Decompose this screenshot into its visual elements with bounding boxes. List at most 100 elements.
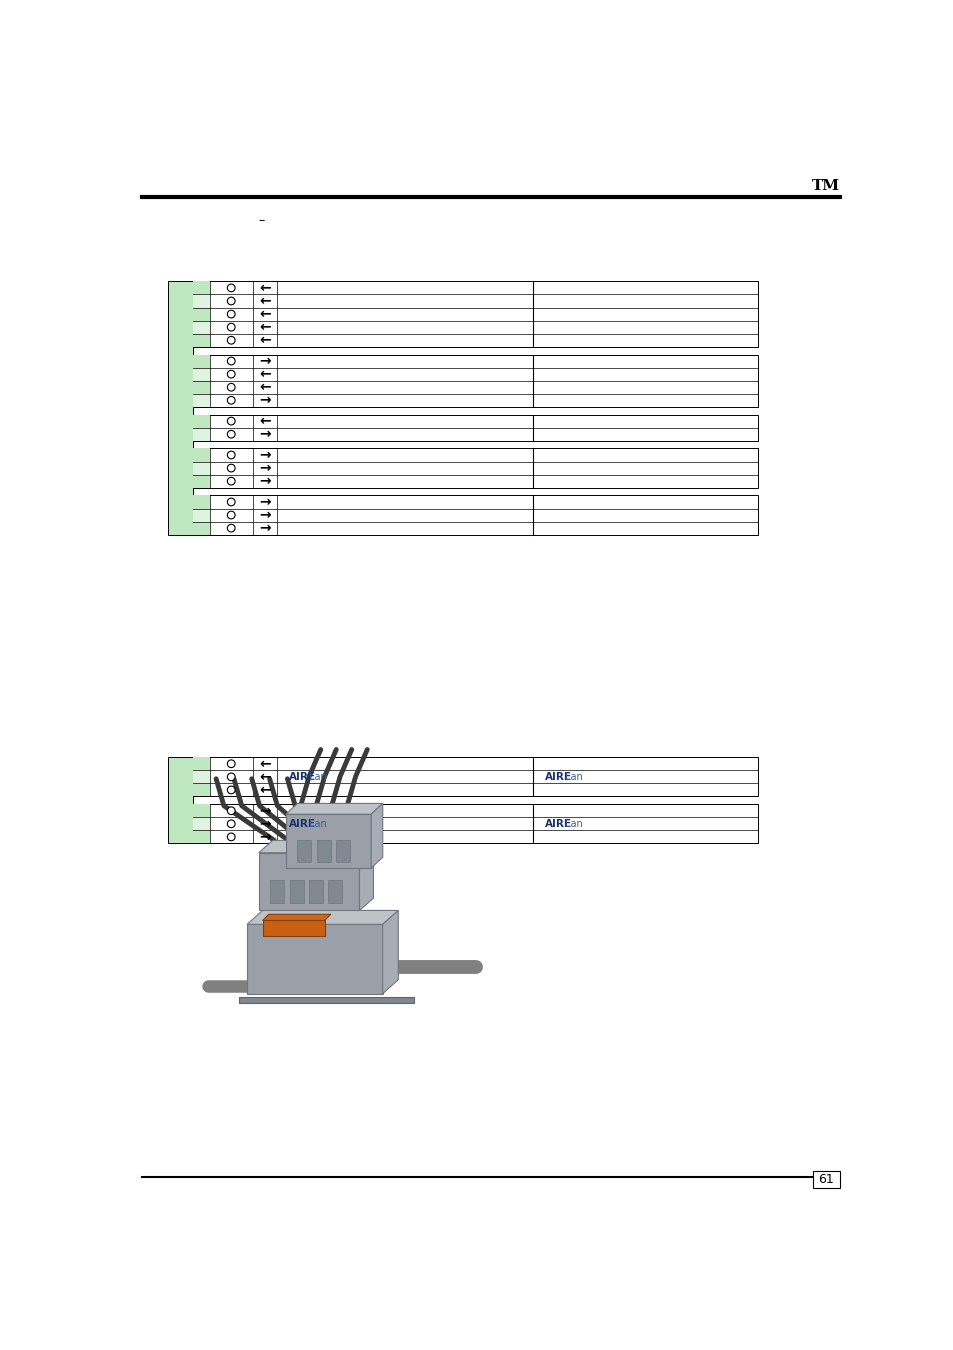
Polygon shape [247, 910, 397, 925]
Circle shape [227, 774, 234, 780]
Bar [297, 840, 311, 861]
Bar [193, 367, 210, 381]
Circle shape [227, 417, 234, 425]
Bar [193, 355, 210, 367]
Circle shape [227, 833, 234, 841]
Bar [193, 414, 210, 428]
Circle shape [227, 819, 234, 828]
Text: 61: 61 [818, 1173, 833, 1185]
Bar [193, 495, 757, 535]
Bar [168, 757, 193, 844]
Text: →: → [259, 495, 271, 509]
Polygon shape [382, 910, 397, 994]
Text: AIRE: AIRE [544, 819, 571, 829]
Bar [193, 817, 210, 830]
Text: ←: ← [259, 306, 271, 321]
Text: →: → [259, 448, 271, 462]
Bar [193, 509, 210, 521]
Bar [193, 448, 757, 487]
Text: AIRE: AIRE [289, 819, 315, 829]
Bar [193, 495, 210, 509]
Text: →: → [259, 521, 271, 535]
Circle shape [227, 323, 234, 331]
Text: AIRE: AIRE [289, 772, 315, 782]
Text: ←: ← [259, 320, 271, 335]
Polygon shape [258, 853, 359, 910]
Text: ←: ← [259, 381, 271, 394]
Text: ←: ← [259, 294, 271, 308]
Text: Lan: Lan [309, 819, 327, 829]
Text: →: → [259, 830, 271, 844]
Bar [193, 805, 210, 817]
Bar [193, 381, 210, 394]
Bar [270, 880, 284, 903]
Circle shape [227, 760, 234, 768]
Text: ←: ← [259, 414, 271, 428]
Text: ←: ← [259, 783, 271, 796]
Bar [193, 475, 210, 487]
Text: ←: ← [259, 757, 271, 771]
Bar [193, 757, 757, 796]
Bar [193, 355, 757, 406]
Polygon shape [286, 814, 371, 868]
Bar [168, 281, 193, 535]
Bar [193, 521, 210, 535]
Text: Lan: Lan [564, 819, 582, 829]
Bar [316, 840, 331, 861]
Polygon shape [247, 925, 382, 994]
Bar [309, 880, 323, 903]
Circle shape [227, 431, 234, 437]
Text: →: → [259, 474, 271, 489]
Circle shape [227, 464, 234, 472]
Circle shape [227, 336, 234, 344]
Bar [193, 462, 210, 475]
Text: ←: ← [259, 769, 271, 784]
Bar [193, 308, 210, 320]
Circle shape [227, 478, 234, 485]
Bar [193, 448, 210, 462]
Bar [193, 428, 210, 440]
Polygon shape [359, 840, 373, 910]
Bar [193, 414, 757, 440]
Text: ←: ← [259, 333, 271, 347]
Circle shape [227, 358, 234, 364]
Text: →: → [259, 354, 271, 369]
Text: ←: ← [259, 367, 271, 381]
Bar [193, 830, 210, 844]
Text: Lan: Lan [564, 772, 582, 782]
Bar [335, 840, 350, 861]
Circle shape [227, 524, 234, 532]
Polygon shape [371, 803, 382, 868]
Polygon shape [286, 803, 382, 814]
Bar [193, 805, 757, 844]
Circle shape [227, 498, 234, 506]
Circle shape [227, 512, 234, 518]
Circle shape [227, 451, 234, 459]
Circle shape [227, 807, 234, 814]
Bar [193, 294, 210, 308]
Text: Lan: Lan [309, 772, 327, 782]
Bar [193, 281, 757, 347]
Polygon shape [262, 914, 331, 921]
Circle shape [227, 370, 234, 378]
Bar [193, 394, 210, 406]
Circle shape [227, 310, 234, 319]
Bar [193, 320, 210, 333]
Bar [193, 333, 210, 347]
Circle shape [227, 284, 234, 292]
Circle shape [227, 383, 234, 392]
Circle shape [227, 397, 234, 404]
Circle shape [227, 297, 234, 305]
Text: –: – [258, 213, 265, 227]
Text: AIRE: AIRE [544, 772, 571, 782]
Text: →: → [259, 803, 271, 818]
Text: ←: ← [259, 281, 271, 294]
Bar [193, 783, 210, 796]
Bar [328, 880, 342, 903]
Polygon shape [239, 998, 414, 1003]
Circle shape [227, 786, 234, 794]
Bar [193, 771, 210, 783]
Text: TM: TM [811, 180, 840, 193]
Bar [193, 757, 210, 771]
Text: →: → [259, 508, 271, 522]
